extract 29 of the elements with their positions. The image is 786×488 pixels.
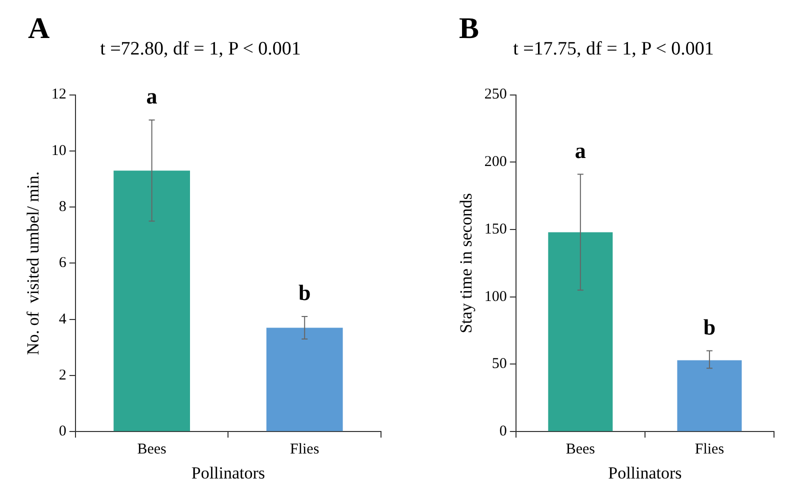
annotation: b — [298, 280, 311, 306]
chart-title: t =17.75, df = 1, P < 0.001 — [513, 38, 714, 60]
x-tick-label: Bees — [566, 442, 596, 458]
x-tick-label: Flies — [694, 442, 724, 458]
y-tick-label: 12 — [51, 86, 66, 103]
y-tick-label: 2 — [58, 367, 66, 384]
x-tick-label: Bees — [137, 442, 167, 458]
text: A — [28, 12, 50, 46]
y-tick-label: 250 — [484, 86, 507, 103]
y-tick-label: 150 — [484, 221, 507, 238]
y-tick-label: 200 — [484, 154, 507, 170]
y-axis-title: Stay time in seconds — [456, 193, 476, 334]
y-tick-label: 6 — [58, 255, 67, 272]
y-tick-label: 0 — [499, 424, 507, 440]
y-tick-label: 0 — [58, 424, 66, 440]
y-tick-label: 4 — [58, 311, 67, 328]
x-axis-title: Pollinators — [191, 463, 266, 482]
y-tick-label: 50 — [492, 356, 507, 372]
annotation: b — [703, 314, 716, 340]
x-axis-title: Pollinators — [608, 463, 682, 482]
y-axis-title: No. of visited umbel/ min. — [24, 171, 43, 356]
chart-title: t =72.80, df = 1, P < 0.001 — [100, 38, 301, 60]
y-tick-label: 8 — [58, 199, 66, 216]
text: B — [459, 12, 480, 46]
x-tick-label: Flies — [290, 442, 320, 458]
y-tick-label: 100 — [484, 288, 507, 305]
y-tick-label: 10 — [51, 142, 66, 159]
annotation: a — [574, 138, 586, 163]
annotation: a — [146, 84, 158, 109]
